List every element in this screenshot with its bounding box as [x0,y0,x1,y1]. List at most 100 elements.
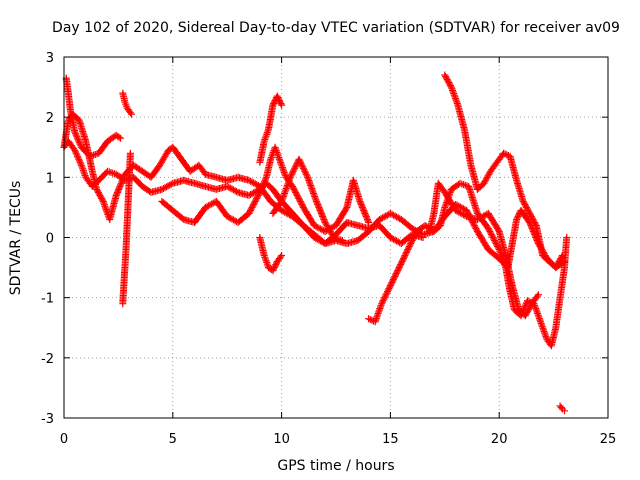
data-point [322,220,330,228]
data-point [226,184,234,192]
data-point [316,206,324,214]
data-point [298,200,306,208]
data-point [500,149,508,157]
data-point [75,157,83,165]
data-point [254,193,261,201]
data-point [289,167,297,175]
data-point [381,292,389,300]
data-point [93,185,101,193]
data-point [445,79,453,87]
data-point [225,213,233,221]
data-point [460,205,467,213]
data-point [317,225,324,233]
data-point [289,169,296,177]
data-point [481,178,489,186]
y-tick-label: 2 [46,111,54,126]
data-point [388,210,396,218]
data-point [388,279,396,287]
data-point [554,259,562,267]
axis-ticks: 0 5 10 15 20 25 -3 -2 -1 0 1 2 3 [41,51,616,447]
data-point [300,166,308,174]
data-point [393,268,401,276]
data-point [380,213,388,221]
data-point [231,187,239,195]
data-point [405,244,412,252]
y-tick-label: 0 [46,232,54,247]
data-point [270,100,278,108]
data-point [395,264,403,272]
data-point [275,97,283,105]
data-point [226,214,234,222]
data-point [291,164,299,172]
data-point [270,265,278,273]
data-point [284,210,292,218]
data-point [247,177,254,185]
data-point [249,202,257,210]
data-point [291,187,299,195]
data-point [161,152,169,160]
data-point [558,252,566,259]
chart-title: Day 102 of 2020, Sidereal Day-to-day VTE… [52,20,620,36]
data-point [98,196,106,204]
data-point [390,274,398,282]
data-point [558,253,565,261]
data-point [523,205,531,213]
data-point [115,185,123,193]
data-point [384,286,392,294]
data-point [319,212,327,220]
data-point [76,158,84,166]
x-tick-label: 5 [169,432,177,447]
x-tick-label: 10 [273,432,290,447]
data-point [163,183,171,191]
data-point [535,313,543,321]
data-point [248,203,256,211]
data-point [485,226,493,234]
data-point [70,145,78,153]
data-point [313,235,321,243]
x-tick-label: 25 [600,432,617,447]
data-point [383,289,391,297]
data-point [295,194,303,202]
data-point [397,261,405,269]
data-point [295,155,303,163]
data-point [255,190,263,198]
data-point [245,191,253,199]
y-axis-label: SDTVAR / TECUs [8,181,24,296]
data-point [276,98,284,106]
data-point [419,234,427,241]
data-point [553,262,561,270]
data-point [386,282,394,290]
data-point [94,188,102,196]
data-point [403,247,411,255]
data-point [72,149,80,157]
data-point [513,214,521,222]
data-point [389,276,397,284]
data-point [96,191,104,199]
data-point [488,232,496,240]
data-point [359,205,367,213]
data-point [278,101,286,109]
data-point [493,241,501,249]
data-point [74,154,82,162]
data-point [302,169,309,177]
data-point [251,197,259,205]
data-point [161,184,169,192]
data-point [379,297,387,305]
data-point [250,200,258,208]
data-point [525,208,533,216]
data-point [552,264,560,272]
data-point [112,191,120,199]
data-point [460,211,467,219]
data-point [126,109,134,117]
data-point [487,231,495,238]
data-point [279,207,287,215]
data-point [259,181,267,189]
data-point [514,212,522,220]
data-point [73,133,81,141]
data-point [251,180,259,188]
data-point [529,215,537,223]
data-point [503,151,511,159]
data-point [513,216,521,223]
data-point [392,270,400,278]
data-point [292,190,300,198]
